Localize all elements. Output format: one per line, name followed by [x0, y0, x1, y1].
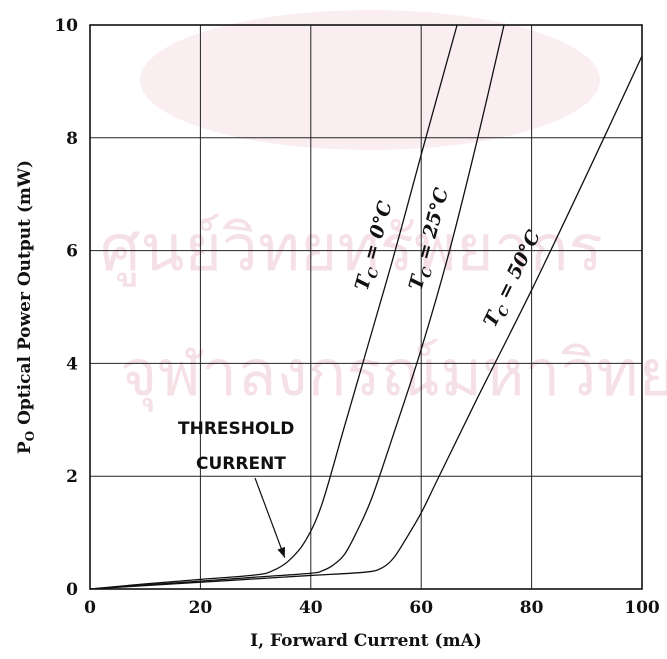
y-axis-label-rest: Optical Power Output (mW) [15, 160, 35, 431]
series-line-0 [89, 24, 458, 590]
y-tick-label-1: 2 [66, 467, 78, 487]
tick-labels: 0 20 40 60 80 100 0 2 4 6 8 10 [54, 16, 660, 618]
watermark: ศูนย์วิทยทรัพยากร จุฬาลงกรณ์มหาวิทยาลัย [100, 10, 667, 412]
y-tick-label-0: 0 [66, 580, 78, 600]
series-label-sub-1: C [419, 265, 436, 280]
x-tick-label-0: 0 [84, 598, 96, 618]
x-axis-label: I, Forward Current (mA) [250, 631, 482, 651]
x-tick-label-4: 80 [520, 598, 544, 618]
watermark-line-1: ศูนย์วิทยทรัพยากร [100, 212, 603, 287]
x-tick-label-1: 20 [189, 598, 213, 618]
y-tick-label-4: 8 [66, 129, 78, 149]
y-axis-label-sub: O [23, 431, 37, 441]
x-tick-label-3: 60 [409, 598, 433, 618]
series-line-1 [89, 24, 505, 590]
threshold-annotation: THRESHOLD CURRENT [178, 419, 294, 558]
annotation-arrowhead [277, 546, 285, 558]
annotation-line-1: THRESHOLD [178, 419, 294, 439]
plot-frame [89, 24, 643, 590]
y-tick-label-5: 10 [54, 16, 78, 36]
x-tick-label-2: 40 [299, 598, 323, 618]
curves [89, 24, 643, 590]
series-line-2 [89, 55, 643, 590]
series-label-sub-0: C [365, 266, 382, 281]
annotation-arrow [254, 477, 286, 558]
y-axis-label: PO Optical Power Output (mW) [15, 160, 37, 454]
y-axis-label-main: P [15, 441, 35, 454]
watermark-line-2: จุฬาลงกรณ์มหาวิทยาลัย [120, 337, 667, 412]
x-tick-label-5: 100 [624, 598, 660, 618]
y-tick-label-2: 4 [66, 354, 78, 374]
grid [90, 25, 642, 589]
annotation-line-2: CURRENT [196, 454, 286, 474]
y-tick-label-3: 6 [66, 242, 78, 262]
